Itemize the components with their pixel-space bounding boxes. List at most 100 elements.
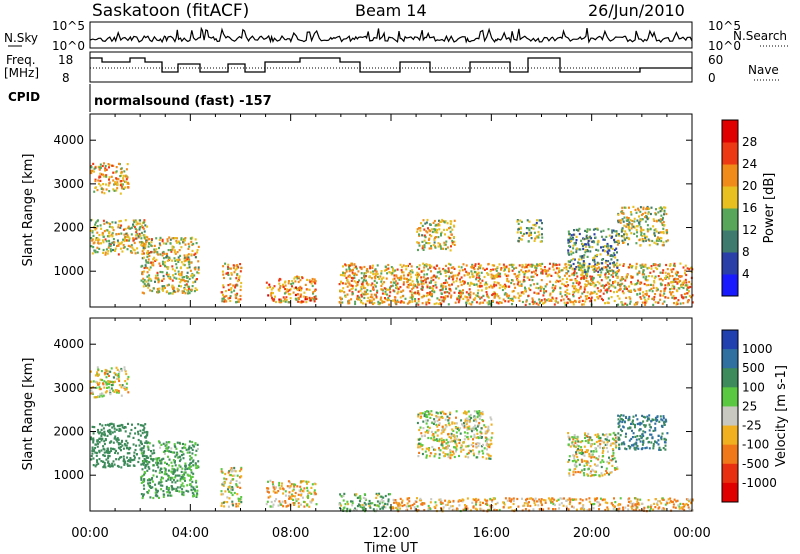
echo-cell [619,221,622,224]
echo-cell [124,444,127,447]
noise-right-tick-bottom: 10^0 [708,39,741,53]
echo-cell [549,280,552,283]
echo-cell [352,268,354,271]
echo-cell [475,283,478,286]
echo-cell [681,506,684,509]
echo-cell [419,499,421,502]
echo-cell [293,287,296,290]
echo-cell [145,284,148,287]
echo-cell [598,282,601,285]
echo-cell [666,502,669,505]
echo-cell [617,289,620,292]
echo-cell [171,481,174,484]
echo-cell [489,270,492,273]
echo-cell [645,300,648,303]
echo-cell [382,496,385,499]
echo-cell [146,433,149,436]
echo-cell [685,273,688,277]
echo-cell [231,488,234,491]
echo-cell [196,489,199,492]
echo-cell [416,291,419,295]
echo-cell [169,491,171,494]
echo-cell [306,489,309,492]
echo-cell [430,245,433,248]
echo-cell [565,265,568,269]
echo-cell [314,483,317,486]
echo-cell [662,498,665,501]
echo-cell [581,274,584,277]
echo-cell [627,498,630,501]
echo-cell [139,222,141,225]
echo-cell [570,240,573,243]
echo-cell [439,243,441,246]
echo-cell [451,283,453,286]
echo-cell [452,224,455,227]
echo-cell [537,504,540,507]
echo-cell [300,287,303,290]
echo-cell [339,289,342,292]
echo-cell [652,263,655,266]
echo-cell [661,508,664,511]
echo-cell [138,444,141,447]
echo-cell [476,429,478,432]
echo-cell [526,276,529,279]
echo-cell [539,240,542,243]
echo-cell [436,271,439,274]
echo-cell [311,499,314,502]
echo-cell [471,264,474,268]
echo-cell [583,275,586,278]
echo-cell [553,503,556,507]
echo-cell [526,497,529,501]
echo-cell [397,300,400,303]
echo-cell [355,267,358,270]
echo-cell [101,395,104,398]
echo-cell [124,175,127,178]
echo-cell [148,442,151,445]
echo-cell [237,298,240,301]
echo-cell [554,508,557,511]
echo-cell [151,289,154,293]
echo-cell [588,508,591,511]
echo-cell [154,487,157,490]
echo-cell [267,294,270,297]
echo-cell [154,250,157,253]
echo-cell [479,285,482,288]
echo-cell [163,467,166,470]
echo-cell [439,416,442,419]
echo-cell [90,237,93,240]
echo-cell [642,269,645,272]
echo-cell [456,296,459,299]
echo-cell [523,502,526,505]
echo-cell [358,296,361,299]
echo-cell [111,241,114,244]
echo-cell [196,249,199,252]
echo-cell [346,293,349,296]
echo-cell [191,285,194,288]
echo-cell [657,500,659,503]
echo-cell [171,292,174,295]
echo-cell [141,424,144,427]
echo-cell [131,459,134,462]
echo-cell [539,500,542,503]
echo-cell [670,268,673,271]
echo-cell [575,228,578,231]
echo-cell [440,247,443,250]
echo-cell [362,280,365,283]
echo-cell [573,258,576,261]
echo-cell [100,242,102,245]
echo-cell [635,262,638,265]
echo-cell [416,281,419,284]
echo-cell [496,501,499,504]
echo-cell [576,247,579,250]
echo-cell [179,477,182,480]
echo-cell [152,261,155,264]
echo-cell [165,256,168,259]
echo-cell [309,500,312,503]
echo-cell [543,266,546,269]
echo-cell [294,293,297,297]
echo-cell [158,457,161,460]
echo-cell [555,279,558,282]
echo-cell [647,297,650,301]
echo-cell [599,275,602,278]
noise-panel: N.Sky 10^5 10^0 10^5 10^0 N.Search [4,19,790,53]
